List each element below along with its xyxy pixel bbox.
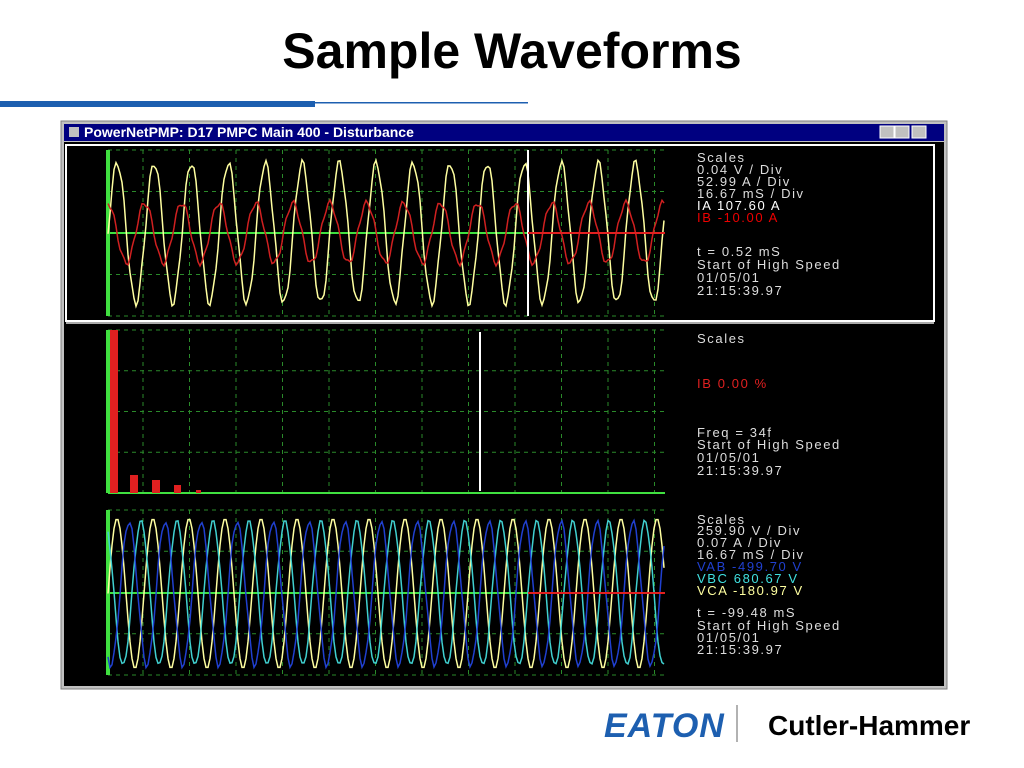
panel-text: 0.04 V / Div <box>697 162 783 177</box>
slide-title: Sample Waveforms <box>282 23 741 79</box>
app-icon <box>69 127 79 137</box>
panel-text: VBC 680.67 V <box>697 571 799 586</box>
panel-text: 01/05/01 <box>697 450 760 465</box>
division-logo: Cutler-Hammer <box>768 710 970 741</box>
panel-text: Scales <box>697 512 746 527</box>
accent-bar <box>0 101 315 107</box>
waveform <box>107 519 665 666</box>
maximize-button[interactable] <box>894 125 910 139</box>
brand-logo: EATON <box>604 707 725 745</box>
window-buttons <box>879 125 927 139</box>
accent-line <box>315 102 528 104</box>
title-bar <box>64 124 944 141</box>
panel-text: 01/05/01 <box>697 270 760 285</box>
harmonic-bar <box>130 475 138 493</box>
minimize-button[interactable] <box>879 125 895 139</box>
panel-text: t = -99.48 mS <box>697 605 796 620</box>
panel-text: VCA -180.97 V <box>697 583 804 598</box>
harmonic-bar <box>174 485 181 493</box>
panel-text: IB -10.00 A <box>697 210 779 225</box>
panel-text: t = 0.52 mS <box>697 244 781 259</box>
panel-text: 16.67 mS / Div <box>697 186 805 201</box>
panel-text: Start of High Speed <box>697 257 841 272</box>
plots <box>106 149 665 676</box>
panel-text: IA 107.60 A <box>697 198 781 213</box>
harmonic-bar <box>110 330 118 493</box>
panel-text: 259.90 V / Div <box>697 523 801 538</box>
panel-border <box>65 144 935 322</box>
panel-text: 21:15:39.97 <box>697 642 783 657</box>
waveform <box>107 518 665 670</box>
panel-text: 21:15:39.97 <box>697 283 783 298</box>
panel-text: Start of High Speed <box>697 437 841 452</box>
panel-text: Freq = 34f <box>697 425 773 440</box>
panel-text: 01/05/01 <box>697 630 760 645</box>
close-button[interactable] <box>911 125 927 139</box>
display-area <box>64 142 944 686</box>
panel-text: 0.07 A / Div <box>697 535 782 550</box>
panel-text: Scales <box>697 150 746 165</box>
panel-text: Scales <box>697 331 746 346</box>
panel-text: 52.99 A / Div <box>697 174 791 189</box>
waveform <box>107 157 665 309</box>
panel-text: Start of High Speed <box>697 618 841 633</box>
harmonic-bar <box>152 480 160 493</box>
panel-text: IB 0.00 % <box>697 376 768 391</box>
window-title: PowerNetPMP: D17 PMPC Main 400 - Disturb… <box>84 124 414 140</box>
panel-text: VAB -499.70 V <box>697 559 803 574</box>
panel-text: 16.67 mS / Div <box>697 547 805 562</box>
waveform <box>107 198 665 268</box>
panel-text: 21:15:39.97 <box>697 463 783 478</box>
harmonic-bar <box>196 490 201 493</box>
